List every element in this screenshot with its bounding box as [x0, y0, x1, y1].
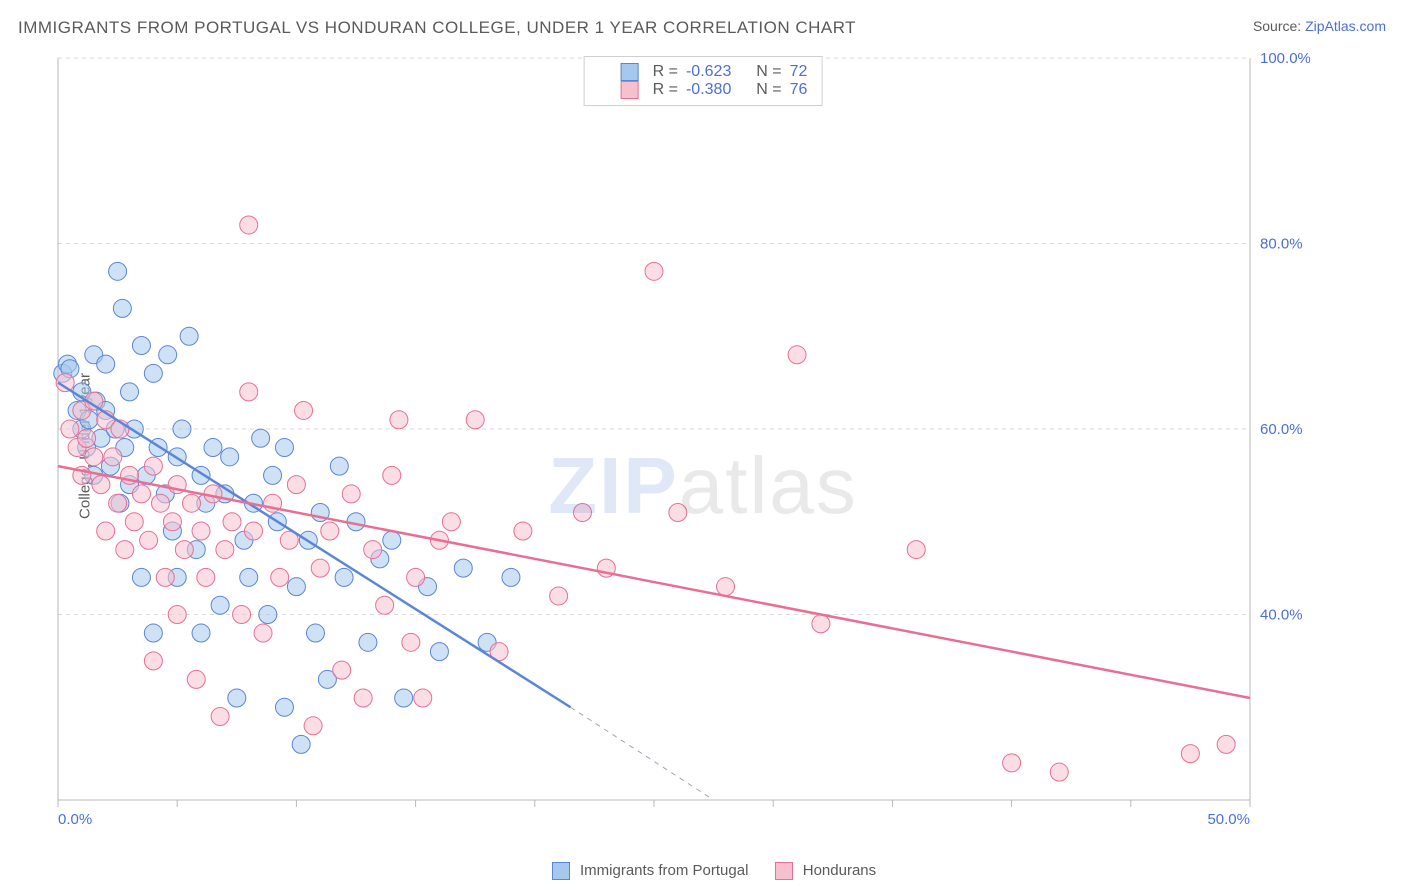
legend-label: Immigrants from Portugal — [580, 862, 748, 879]
chart-container: IMMIGRANTS FROM PORTUGAL VS HONDURAN COL… — [0, 0, 1406, 892]
n-label: N = — [756, 63, 781, 81]
svg-text:50.0%: 50.0% — [1207, 811, 1250, 828]
correlation-legend: R = -0.623 N = 72 R = -0.380 N = 76 — [584, 56, 823, 106]
legend-swatch — [775, 862, 793, 880]
r-label: R = — [653, 63, 678, 81]
r-value: -0.623 — [686, 63, 731, 81]
source-link[interactable]: ZipAtlas.com — [1305, 18, 1386, 34]
n-label: N = — [756, 81, 781, 99]
svg-text:80.0%: 80.0% — [1260, 236, 1303, 253]
legend-swatch — [552, 862, 570, 880]
source-prefix: Source: — [1253, 18, 1305, 34]
chart-title: IMMIGRANTS FROM PORTUGAL VS HONDURAN COL… — [18, 18, 856, 38]
r-label: R = — [653, 81, 678, 99]
scatter-chart: 40.0% 60.0% 80.0% 100.0% 0.0% 50.0% — [50, 50, 1310, 840]
series-legend: Immigrants from Portugal Hondurans — [0, 862, 1406, 880]
legend-swatch — [621, 81, 639, 99]
svg-text:60.0%: 60.0% — [1260, 421, 1303, 438]
r-value: -0.380 — [686, 81, 731, 99]
svg-text:0.0%: 0.0% — [58, 811, 92, 828]
correlation-row: R = -0.380 N = 76 — [599, 81, 808, 99]
plot-area: 40.0% 60.0% 80.0% 100.0% 0.0% 50.0% — [50, 50, 1310, 840]
n-value: 76 — [790, 81, 808, 99]
svg-text:40.0%: 40.0% — [1260, 607, 1303, 624]
legend-swatch — [621, 63, 639, 81]
legend-label: Hondurans — [803, 862, 876, 879]
correlation-row: R = -0.623 N = 72 — [599, 63, 808, 81]
source-credit: Source: ZipAtlas.com — [1253, 18, 1386, 34]
n-value: 72 — [790, 63, 808, 81]
svg-text:100.0%: 100.0% — [1260, 50, 1310, 67]
